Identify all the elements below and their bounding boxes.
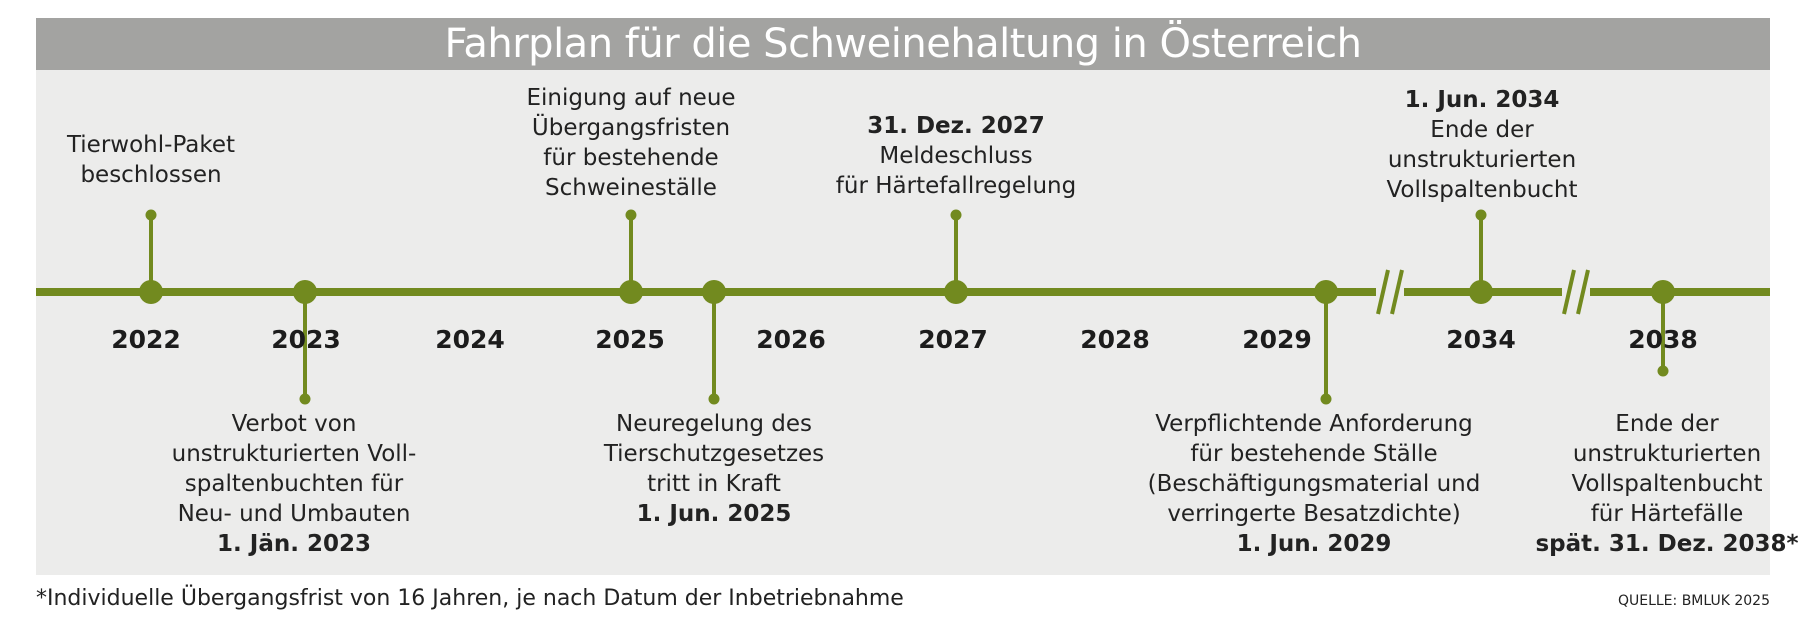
event-stem-dot-meldeschluss-haertefall <box>950 209 962 221</box>
event-stem-dot-tierwohl-paket <box>145 209 157 221</box>
event-tierwohl-paket: Tierwohl-Paket beschlossen <box>0 130 351 190</box>
event-stem-dot-ende-vollspaltenbucht <box>1475 209 1487 221</box>
event-ende-vollspaltenbucht: 1. Jun. 2034 Ende der unstrukturierten Voll… <box>1282 85 1682 205</box>
event-ende-vollspaltenbucht-haertefaelle: Ende der unstrukturierten Vollspaltenbucht… <box>1467 409 1800 559</box>
event-text-line: Tierschutzgesetzes <box>603 441 825 467</box>
event-text-line: Ende der <box>1615 411 1719 437</box>
event-text-line: Ende der <box>1430 117 1534 143</box>
event-text-line: für Härtefallregelung <box>835 173 1077 199</box>
event-meldeschluss-haertefall: 31. Dez. 2027 Meldeschluss für Härtefallre… <box>756 111 1156 201</box>
event-text-line: Neu- und Umbauten <box>177 501 411 527</box>
event-text-line: für bestehende <box>543 145 719 171</box>
year-label-2026: 2026 <box>756 325 826 354</box>
event-text-line: für Härtefälle <box>1590 501 1744 527</box>
event-neuregelung-tierschutzgesetz: Neuregelung des Tierschutzgesetzes tritt i… <box>514 409 914 529</box>
timeline-node-einigung-uebergangsfristen <box>619 280 643 304</box>
event-vollspalten-verbot-neubau: Verbot von unstrukturierten Voll-spaltenb… <box>94 409 494 559</box>
event-text-line: für bestehende Ställe <box>1190 441 1438 467</box>
year-label-2024: 2024 <box>435 325 505 354</box>
event-text-line: Einigung auf neue <box>526 85 736 111</box>
year-label-2025: 2025 <box>595 325 665 354</box>
event-stem-dot-ende-vollspaltenbucht-haertefaelle <box>1657 365 1669 377</box>
event-text-line: Meldeschluss <box>879 143 1033 169</box>
year-label-2038: 2038 <box>1628 325 1698 354</box>
event-date: 1. Jun. 2034 <box>1404 87 1560 113</box>
event-stem-dot-einigung-uebergangsfristen <box>625 209 637 221</box>
event-text-line: unstrukturierten Voll- <box>171 441 417 467</box>
source-credit: QUELLE: BMLUK 2025 <box>1617 593 1770 609</box>
event-date: 1. Jun. 2029 <box>1236 531 1392 557</box>
event-text-line: Neuregelung des <box>616 411 812 437</box>
event-stem-dot-anforderung-bestehende-staelle <box>1320 393 1332 405</box>
event-text-line: unstrukturierten <box>1572 441 1762 467</box>
event-text-line: unstrukturierten <box>1387 147 1577 173</box>
axis-break-2034-2038-stroke-2 <box>1576 269 1590 315</box>
timeline-node-anforderung-bestehende-staelle <box>1314 280 1338 304</box>
timeline-node-ende-vollspaltenbucht-haertefaelle <box>1651 280 1675 304</box>
event-text-line: tritt in Kraft <box>647 471 781 497</box>
event-text-line: Schweineställe <box>545 175 717 201</box>
event-text-line: Verpflichtende Anforderung <box>1155 411 1473 437</box>
event-text-line: Vollspaltenbucht <box>1571 471 1763 497</box>
event-text-line: beschlossen <box>80 162 222 188</box>
year-label-2034: 2034 <box>1446 325 1516 354</box>
timeline-panel <box>36 70 1770 575</box>
event-text-line: Verbot von <box>231 411 357 437</box>
axis-break-2029-2034-stroke-1 <box>1376 269 1390 315</box>
event-text-line: spaltenbuchten für <box>184 471 404 497</box>
timeline-node-neuregelung-tierschutzgesetz <box>702 280 726 304</box>
event-date: spät. 31. Dez. 2038* <box>1535 531 1799 557</box>
axis-break-2029-2034-stroke-2 <box>1390 269 1404 315</box>
event-text-line: Vollspaltenbucht <box>1386 177 1578 203</box>
event-text-line: verringerte Besatzdichte) <box>1167 501 1461 527</box>
event-date: 1. Jun. 2025 <box>636 501 792 527</box>
event-date: 31. Dez. 2027 <box>867 113 1045 139</box>
event-date: 1. Jän. 2023 <box>217 531 371 557</box>
footnote: *Individuelle Übergangsfrist von 16 Jahr… <box>36 586 904 611</box>
year-label-2027: 2027 <box>918 325 988 354</box>
year-label-2028: 2028 <box>1080 325 1150 354</box>
year-label-2022: 2022 <box>111 325 181 354</box>
event-text-line: Übergangsfristen <box>531 115 731 141</box>
timeline-node-meldeschluss-haertefall <box>944 280 968 304</box>
event-text-line: (Beschäftigungsmaterial und <box>1147 471 1481 497</box>
year-label-2029: 2029 <box>1242 325 1312 354</box>
event-einigung-uebergangsfristen: Einigung auf neue Übergangsfristen für bes… <box>431 83 831 203</box>
timeline-node-tierwohl-paket <box>139 280 163 304</box>
event-stem-dot-vollspalten-verbot-neubau <box>299 393 311 405</box>
axis-break-2034-2038-stroke-1 <box>1562 269 1576 315</box>
event-stem-dot-neuregelung-tierschutzgesetz <box>708 393 720 405</box>
year-label-2023: 2023 <box>271 325 341 354</box>
page-title: Fahrplan für die Schweinehaltung in Öste… <box>36 18 1770 70</box>
timeline-node-ende-vollspaltenbucht <box>1469 280 1493 304</box>
event-text-line: Tierwohl-Paket <box>66 132 236 158</box>
timeline-node-vollspalten-verbot-neubau <box>293 280 317 304</box>
event-anforderung-bestehende-staelle: Verpflichtende Anforderung für bestehende… <box>1114 409 1514 559</box>
